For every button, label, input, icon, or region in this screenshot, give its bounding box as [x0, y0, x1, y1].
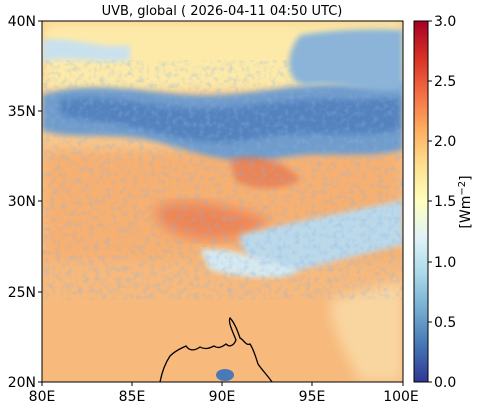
colorbar-tick-label: 1.0	[434, 255, 456, 271]
colorbar: 0.0 0.5 1.0 1.5 2.0 2.5 3.0 [Wm−2]	[413, 14, 474, 391]
x-tick-label: 95E	[299, 389, 326, 405]
x-tick-label: 90E	[209, 389, 236, 405]
y-tick-label: 40N	[8, 14, 36, 30]
x-tick-label: 85E	[119, 389, 146, 405]
colorbar-gradient	[413, 20, 429, 383]
colorbar-tick-label: 3.0	[434, 14, 456, 30]
y-tick-label: 25N	[8, 285, 36, 301]
colorbar-tick-label: 2.5	[434, 74, 456, 90]
colorbar-tick-label: 0.0	[434, 375, 456, 391]
x-tick-label: 100E	[383, 389, 419, 405]
map-title: UVB, global ( 2026-04-11 04:50 UTC)	[102, 4, 343, 19]
y-axis: 20N 25N 30N 35N 40N	[8, 14, 42, 391]
colorbar-tick-label: 2.0	[434, 134, 456, 150]
colorbar-label: [Wm−2]	[457, 175, 474, 228]
x-tick-label: 80E	[29, 389, 56, 405]
uvb-field	[42, 21, 403, 382]
x-axis: 80E 85E 90E 95E 100E	[29, 382, 419, 405]
y-tick-label: 35N	[8, 104, 36, 120]
colorbar-tick-label: 0.5	[434, 315, 456, 331]
y-tick-label: 30N	[8, 194, 36, 210]
y-tick-label: 20N	[8, 375, 36, 391]
colorbar-tick-label: 1.5	[434, 194, 456, 210]
coastline	[159, 316, 273, 382]
